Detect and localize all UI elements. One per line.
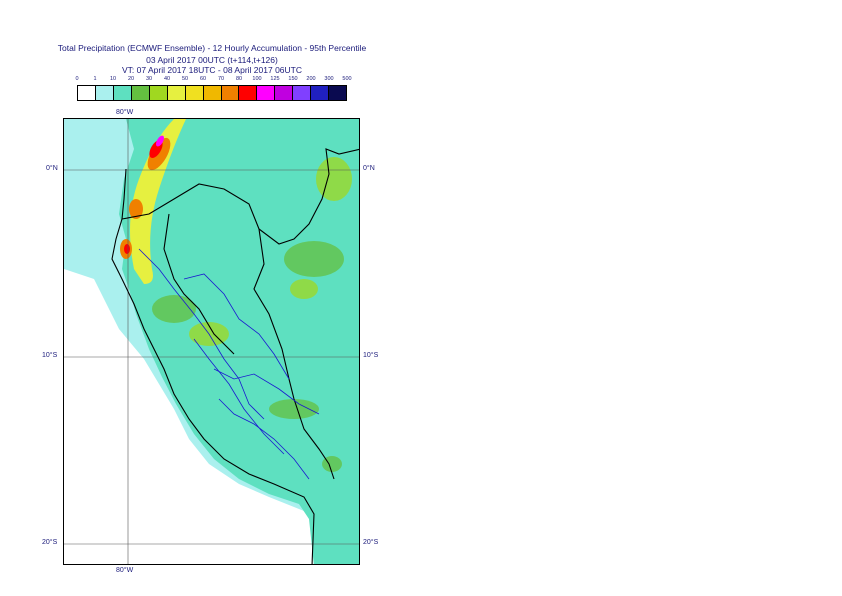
legend-swatch	[167, 86, 186, 100]
title-line-valid-time: VT: 07 April 2017 18UTC - 08 April 2017 …	[121, 65, 302, 75]
longitude-label-top: 80°W	[116, 109, 134, 116]
land-precip-low	[119, 119, 359, 564]
legend-swatch	[185, 86, 204, 100]
dry-ocean-region	[64, 269, 359, 564]
legend-swatch	[275, 86, 294, 100]
legend-threshold-label: 30	[145, 76, 153, 82]
legend-swatch	[293, 86, 312, 100]
legend-threshold-label: 125	[270, 76, 280, 82]
latitude-label-0-right: 0°N	[363, 165, 375, 172]
longitude-label-bottom: 80°W	[116, 567, 134, 574]
legend-swatch	[95, 86, 114, 100]
map-canvas	[64, 119, 359, 564]
legend-threshold-labels: 0 1 10 20 30 40 50 60 70 80 100 125 150 200 300 500	[75, 76, 351, 85]
legend-swatch	[113, 86, 132, 100]
internal-boundaries	[138, 248, 320, 480]
legend-threshold-label: 40	[163, 76, 171, 82]
color-legend: 0 1 10 20 30 40 50 60 70 80 100 125 150 200 300 500	[75, 76, 352, 102]
legend-threshold-label: 150	[288, 76, 298, 82]
legend-threshold-label: 70	[217, 76, 225, 82]
legend-threshold-label: 10	[109, 76, 117, 82]
title-line-product: Total Precipitation (ECMWF Ensemble) - 1…	[57, 43, 367, 53]
legend-swatch	[221, 86, 240, 100]
latitude-label-20s-right: 20°S	[363, 539, 379, 546]
legend-swatch	[329, 86, 347, 100]
heavy-precip-band	[120, 119, 186, 284]
latitude-label-0-left: 0°N	[46, 165, 58, 172]
legend-swatch	[78, 86, 96, 100]
legend-swatch	[257, 86, 276, 100]
legend-threshold-label: 0	[75, 76, 79, 82]
latitude-label-10s-right: 10°S	[363, 352, 379, 359]
graticule	[64, 119, 359, 564]
legend-threshold-label: 200	[306, 76, 316, 82]
legend-threshold-label: 1	[93, 76, 97, 82]
legend-color-bar	[77, 85, 347, 101]
legend-swatch	[149, 86, 168, 100]
legend-swatch	[131, 86, 150, 100]
legend-threshold-label: 20	[127, 76, 135, 82]
legend-threshold-label: 60	[199, 76, 207, 82]
title-line-base-time: 03 April 2017 00UTC (t+114,t+126)	[146, 55, 278, 65]
latitude-label-10s-left: 10°S	[42, 352, 58, 359]
legend-threshold-label: 300	[324, 76, 334, 82]
latitude-label-20s-left: 20°S	[42, 539, 58, 546]
legend-threshold-label: 500	[342, 76, 352, 82]
legend-threshold-label: 100	[252, 76, 262, 82]
moderate-precip-areas	[152, 157, 352, 472]
legend-threshold-label: 80	[235, 76, 243, 82]
legend-swatch	[311, 86, 330, 100]
legend-swatch	[203, 86, 222, 100]
precipitation-map	[63, 118, 360, 565]
legend-threshold-label: 50	[181, 76, 189, 82]
legend-swatch	[239, 86, 258, 100]
